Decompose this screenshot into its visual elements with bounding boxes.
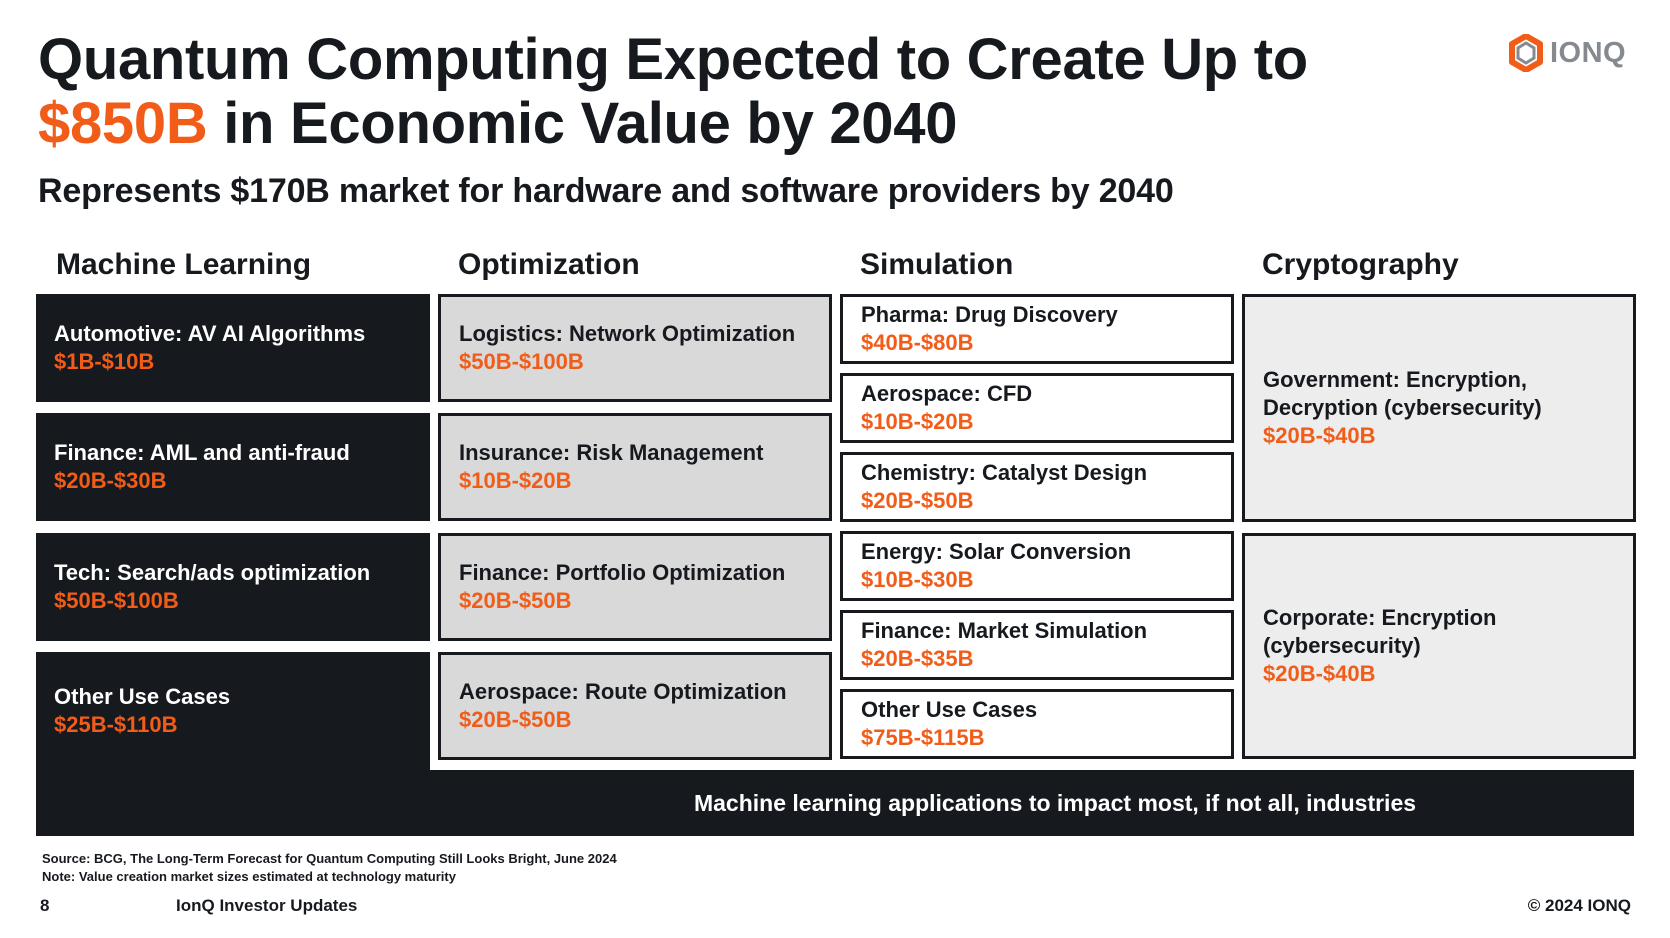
opt-card-aerospace: Aerospace: Route Optimization $20B-$50B — [438, 652, 832, 760]
card-value: $25B-$110B — [54, 712, 178, 737]
source-line: Source: BCG, The Long-Term Forecast for … — [42, 851, 617, 866]
card-value: $20B-$30B — [54, 468, 167, 493]
heading-optimization: Optimization — [458, 248, 640, 281]
card-label: Energy: Solar Conversion — [861, 539, 1132, 564]
ml-card-other: Other Use Cases $25B-$110B — [36, 652, 430, 772]
card-value: $50B-$100B — [54, 588, 179, 613]
heading-machine-learning: Machine Learning — [56, 248, 312, 281]
ml-card-automotive: Automotive: AV AI Algorithms $1B-$10B — [36, 294, 430, 402]
ionq-logo: IONQ — [1509, 34, 1626, 72]
title-highlight-value: $850B — [38, 91, 208, 156]
footer-copyright: © 2024 IONQ — [1527, 896, 1631, 915]
card-label: Other Use Cases — [54, 684, 231, 709]
card-label-line-1: Government: Encryption, — [1263, 367, 1528, 392]
card-value: $50B-$100B — [459, 349, 584, 374]
card-value: $10B-$20B — [861, 409, 974, 434]
crypto-card-corporate: Corporate: Encryption (cybersecurity) $2… — [1242, 533, 1636, 759]
card-value: $1B-$10B — [54, 349, 155, 374]
page-subtitle: Represents $170B market for hardware and… — [38, 172, 1174, 210]
sim-card-finance: Finance: Market Simulation $20B-$35B — [840, 610, 1234, 680]
card-label: Insurance: Risk Management — [459, 440, 764, 465]
card-label-line-2: (cybersecurity) — [1263, 633, 1421, 658]
card-value: $20B-$35B — [861, 646, 974, 671]
card-label: Chemistry: Catalyst Design — [861, 460, 1148, 485]
card-value: $20B-$50B — [459, 707, 572, 732]
page-number: 8 — [40, 896, 50, 915]
source-note: Source: BCG, The Long-Term Forecast for … — [42, 850, 617, 886]
sim-card-pharma: Pharma: Drug Discovery $40B-$80B — [840, 294, 1234, 364]
card-value: $40B-$80B — [861, 330, 974, 355]
card-value: $20B-$40B — [1263, 423, 1376, 448]
logo-wordmark: IONQ — [1550, 36, 1627, 69]
crypto-card-government: Government: Encryption, Decryption (cybe… — [1242, 294, 1636, 522]
card-label: Tech: Search/ads optimization — [54, 560, 371, 585]
ml-card-tech: Tech: Search/ads optimization $50B-$100B — [36, 533, 430, 641]
sim-card-chemistry: Chemistry: Catalyst Design $20B-$50B — [840, 452, 1234, 522]
opt-card-logistics: Logistics: Network Optimization $50B-$10… — [438, 294, 832, 402]
card-value: $10B-$30B — [861, 567, 974, 592]
sim-card-aerospace: Aerospace: CFD $10B-$20B — [840, 373, 1234, 443]
card-label-line-1: Corporate: Encryption — [1263, 605, 1497, 630]
card-label: Other Use Cases — [861, 697, 1038, 722]
card-value: $10B-$20B — [459, 468, 572, 493]
card-label: Finance: AML and anti-fraud — [54, 440, 350, 465]
heading-cryptography: Cryptography — [1262, 248, 1459, 281]
ionq-hexagon-logo-icon — [1509, 34, 1543, 72]
sim-card-energy: Energy: Solar Conversion $10B-$30B — [840, 531, 1234, 601]
ml-impact-banner: Machine learning applications to impact … — [36, 770, 1634, 836]
opt-card-finance: Finance: Portfolio Optimization $20B-$50… — [438, 533, 832, 641]
title-line-2: in Economic Value by 2040 — [207, 91, 958, 156]
footer-title: IonQ Investor Updates — [176, 896, 358, 915]
card-label: Finance: Portfolio Optimization — [459, 560, 786, 585]
card-label: Automotive: AV AI Algorithms — [54, 321, 366, 346]
card-value: $20B-$50B — [861, 488, 974, 513]
card-label-line-2: Decryption (cybersecurity) — [1263, 395, 1542, 420]
sim-card-other: Other Use Cases $75B-$115B — [840, 689, 1234, 759]
card-value: $20B-$50B — [459, 588, 572, 613]
card-label: Finance: Market Simulation — [861, 618, 1148, 643]
card-label: Logistics: Network Optimization — [459, 321, 796, 346]
card-value: $20B-$40B — [1263, 661, 1376, 686]
heading-simulation: Simulation — [860, 248, 1014, 281]
card-label: Aerospace: Route Optimization — [459, 679, 787, 704]
page-title: Quantum Computing Expected to Create Up … — [38, 28, 1418, 156]
opt-card-insurance: Insurance: Risk Management $10B-$20B — [438, 413, 832, 521]
card-label: Aerospace: CFD — [861, 381, 1033, 406]
card-label: Pharma: Drug Discovery — [861, 302, 1118, 327]
card-value: $75B-$115B — [861, 725, 985, 750]
ml-card-finance: Finance: AML and anti-fraud $20B-$30B — [36, 413, 430, 521]
banner-text: Machine learning applications to impact … — [693, 789, 1417, 816]
title-line-1: Quantum Computing Expected to Create Up … — [38, 27, 1308, 92]
note-line: Note: Value creation market sizes estima… — [42, 869, 456, 884]
